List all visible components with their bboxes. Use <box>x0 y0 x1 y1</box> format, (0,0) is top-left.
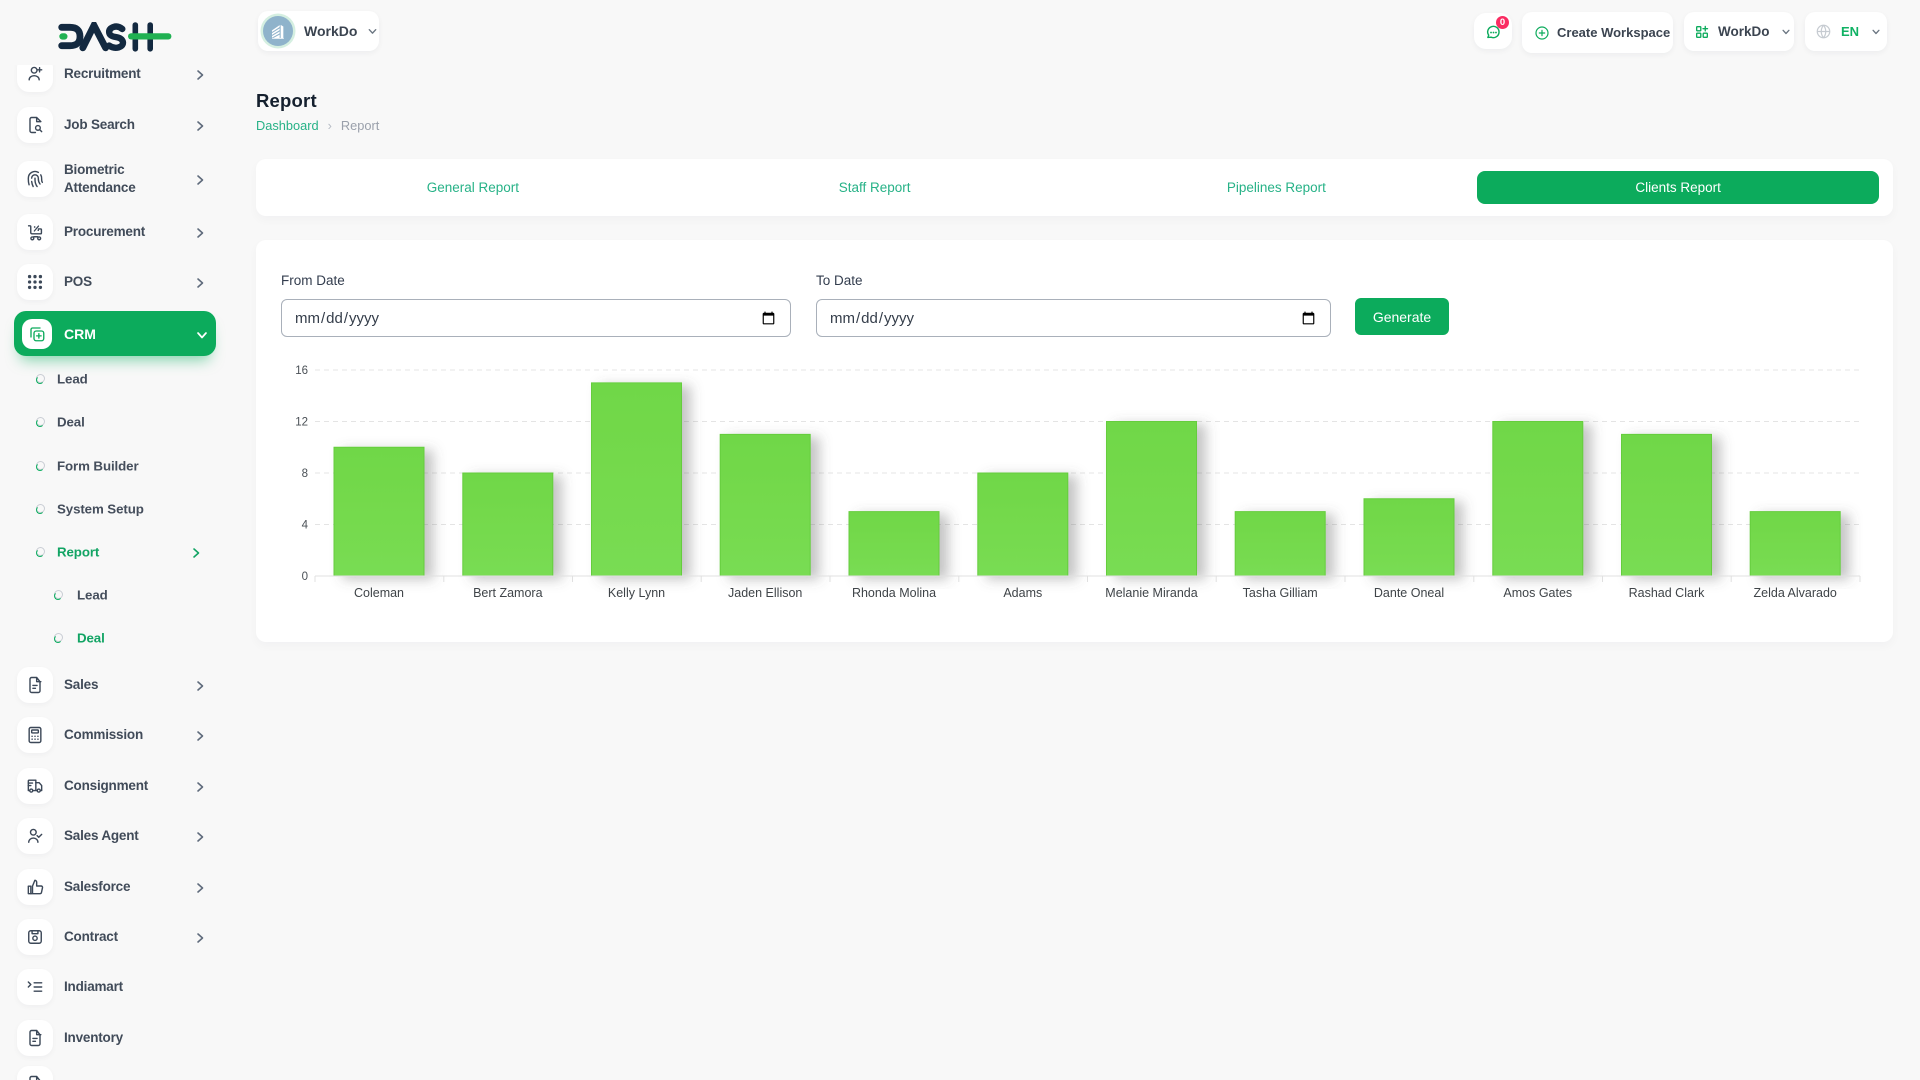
svg-text:12: 12 <box>295 417 308 429</box>
svg-text:Rhonda Molina: Rhonda Molina <box>852 586 936 600</box>
svg-text:Tasha Gilliam: Tasha Gilliam <box>1243 586 1318 600</box>
svg-text:8: 8 <box>302 468 308 480</box>
svg-text:Jaden Ellison: Jaden Ellison <box>728 586 802 600</box>
svg-text:Adams: Adams <box>1003 586 1042 600</box>
svg-text:Zelda Alvarado: Zelda Alvarado <box>1754 586 1837 600</box>
svg-text:Coleman: Coleman <box>354 586 404 600</box>
svg-text:Bert Zamora: Bert Zamora <box>473 586 543 600</box>
svg-text:Dante Oneal: Dante Oneal <box>1374 586 1444 600</box>
svg-text:Rashad Clark: Rashad Clark <box>1629 586 1705 600</box>
svg-text:Amos Gates: Amos Gates <box>1503 586 1572 600</box>
svg-text:0: 0 <box>302 571 308 583</box>
svg-text:16: 16 <box>295 365 308 377</box>
svg-text:Kelly Lynn: Kelly Lynn <box>608 586 665 600</box>
svg-text:Melanie Miranda: Melanie Miranda <box>1105 586 1197 600</box>
svg-text:4: 4 <box>302 520 309 532</box>
